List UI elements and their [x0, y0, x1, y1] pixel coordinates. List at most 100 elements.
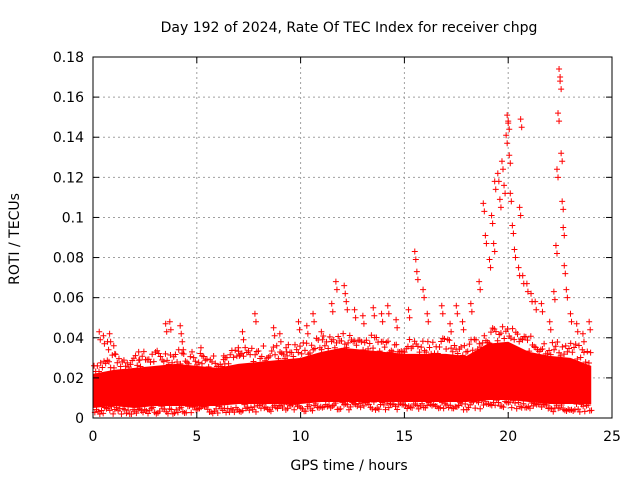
band-edge-point — [451, 342, 458, 349]
data-point — [502, 190, 509, 197]
data-point — [296, 326, 303, 333]
band-edge-point — [239, 407, 246, 414]
band-edge-point — [549, 339, 556, 346]
band-edge-point — [353, 342, 360, 349]
band-edge-point — [241, 401, 248, 408]
band-edge-point — [341, 341, 348, 348]
band-edge-point — [290, 353, 297, 360]
data-point — [197, 344, 204, 351]
band-edge-point — [149, 404, 156, 411]
data-point — [459, 318, 466, 325]
data-point — [370, 304, 377, 311]
data-point — [480, 200, 487, 207]
band-edge-point — [167, 351, 174, 358]
data-point — [438, 302, 445, 309]
band-edge-point — [526, 348, 533, 355]
data-point — [329, 308, 336, 315]
chart-title: Day 192 of 2024, Rate Of TEC Index for r… — [161, 20, 538, 36]
band-edge-point — [492, 402, 499, 409]
band-edge-point — [449, 348, 456, 355]
band-edge-point — [588, 407, 595, 414]
data-point — [517, 116, 524, 123]
band-edge-point — [291, 341, 298, 348]
data-point — [507, 190, 514, 197]
data-point — [533, 306, 540, 313]
band-edge-point — [441, 335, 448, 342]
data-point — [110, 342, 117, 349]
y-tick-label: 0.16 — [53, 90, 84, 106]
band-edge-point — [475, 399, 482, 406]
data-point — [240, 336, 247, 343]
band-edge-point — [567, 340, 574, 347]
band-edge-point — [495, 399, 502, 406]
band-edge-point — [326, 333, 333, 340]
band-edge-point — [585, 360, 592, 367]
data-point — [558, 150, 565, 157]
band-edge-point — [515, 399, 522, 406]
band-edge-point — [401, 349, 408, 356]
band-edge-point — [110, 410, 117, 417]
band-edge-point — [174, 358, 181, 365]
band-edge-point — [214, 410, 221, 417]
band-edge-point — [375, 406, 382, 413]
band-edge-point — [566, 345, 573, 352]
band-edge-point — [145, 410, 152, 417]
data-point — [477, 286, 484, 293]
data-point — [454, 310, 461, 317]
band-edge-point — [242, 344, 249, 351]
data-point — [453, 302, 460, 309]
band-edge-point — [554, 338, 561, 345]
band-edge-point — [345, 339, 352, 346]
data-point — [587, 326, 594, 333]
band-edge-point — [524, 337, 531, 344]
data-point — [235, 344, 242, 351]
data-point — [405, 306, 412, 313]
band-edge-point — [571, 406, 578, 413]
band-edge-point — [248, 345, 255, 352]
data-point — [573, 320, 580, 327]
band-edge-point — [295, 349, 302, 356]
band-edge-point — [252, 351, 259, 358]
band-edge-point — [288, 349, 295, 356]
data-point — [136, 356, 143, 363]
band-edge-point — [273, 342, 280, 349]
data-point — [538, 300, 545, 307]
data-point — [360, 320, 367, 327]
data-point — [101, 340, 108, 347]
x-tick-label: 15 — [395, 429, 413, 445]
band-edge-point — [466, 341, 473, 348]
data-point — [107, 338, 114, 345]
band-edge-point — [105, 358, 112, 365]
band-edge-point — [113, 404, 120, 411]
band-edge-point — [118, 410, 125, 417]
band-edge-point — [499, 323, 506, 330]
data-point — [304, 330, 311, 337]
band-edge-point — [559, 343, 566, 350]
band-edge-point — [132, 352, 139, 359]
band-edge-point — [195, 359, 202, 366]
band-edge-point — [357, 404, 364, 411]
data-point — [495, 178, 502, 185]
band-edge-point — [255, 348, 262, 355]
data-point — [557, 78, 564, 85]
band-edge-point — [581, 408, 588, 415]
band-edge-point — [187, 353, 194, 360]
band-edge-point — [406, 336, 413, 343]
y-tick-label: 0 — [75, 411, 84, 427]
band-edge-point — [587, 349, 594, 356]
data-point — [507, 160, 514, 167]
band-edge-point — [492, 328, 499, 335]
band-edge-point — [227, 351, 234, 358]
band-edge-point — [335, 333, 342, 340]
data-point — [580, 338, 587, 345]
band-edge-point — [552, 343, 559, 350]
band-edge-point — [437, 404, 444, 411]
data-point — [177, 322, 184, 329]
data-point — [496, 196, 503, 203]
data-point — [220, 352, 227, 359]
band-edge-point — [171, 409, 178, 416]
band-edge-point — [360, 346, 367, 353]
band-edge-point — [338, 337, 345, 344]
y-tick-label: 0.14 — [53, 130, 84, 146]
